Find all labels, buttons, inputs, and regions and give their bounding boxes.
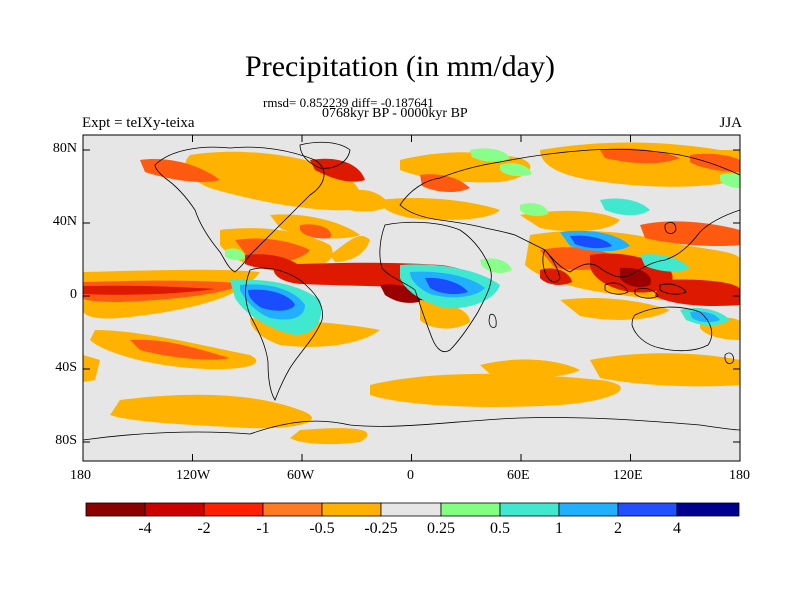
y-tick-label: 80N [52,141,77,156]
coastline-greenland [299,141,351,169]
field-patch [590,353,740,387]
field-patch [655,279,740,306]
x-tick-label: 120E [613,468,643,483]
field-patch [720,173,740,188]
field-patch [420,300,470,329]
coastline-japan [664,221,677,234]
coastline-madagascar [488,313,497,328]
field-patch [370,373,621,407]
coastline-south-america [245,267,323,401]
coastline-africa [379,221,492,353]
field-patch [480,258,512,273]
precip-anomaly-field [83,142,740,445]
colorbar-label: -2 [197,520,211,537]
field-patch [290,428,368,445]
colorbar-box-3 [262,502,323,517]
stats-text: rmsd= 0.852239 diff= -0.187641 [263,95,434,110]
field-patch [130,339,230,360]
field-patch [500,163,532,177]
field-patch [560,298,670,320]
field-patch [600,198,650,216]
colorbar-label: -1 [256,520,270,537]
colorbar-box-0 [85,502,146,517]
x-tick-label: 0 [407,468,414,483]
colorbar-box-5 [380,502,442,517]
x-tick-label: 60W [287,468,315,483]
field-patch [330,189,390,212]
coastline-new-zealand [724,352,734,365]
coastline-australia [631,306,713,352]
field-patch [480,359,580,378]
colorbar-label: 0.5 [490,520,510,537]
y-tick-label: 80S [55,433,77,448]
colorbar-label: -0.25 [364,520,398,537]
y-tick-label: 40N [52,214,77,229]
page-title: Precipitation (in mm/day) [245,50,555,83]
colorbar-label: -0.5 [309,520,335,537]
y-tick-marks [83,149,740,443]
field-patch [310,158,365,182]
field-patch [83,355,100,382]
x-tick-label: 180 [729,468,750,483]
coastline-indonesia [604,282,629,295]
field-patch [690,153,740,172]
field-patch [380,198,500,220]
field-patch [225,248,245,261]
field-patch [540,268,572,285]
x-tick-marks [82,135,741,461]
coastline-north-america [154,146,325,273]
colorbar-box-8 [558,502,619,517]
coastline-eurasia [399,148,740,278]
field-patch [570,235,612,249]
field-patch [520,210,620,232]
season-label: JJA [719,115,742,131]
field-patch [620,267,651,288]
field-patch [470,148,510,162]
coastline-indonesia [659,283,687,295]
field-patch [420,174,470,193]
experiment-label: Expt = teIXy-teixa [82,115,195,131]
colorbar [85,502,740,517]
colorbar-label: 4 [673,520,681,537]
field-patch [425,277,468,295]
field-patch [110,394,312,429]
colorbar-box-9 [617,502,678,517]
colorbar-label: 0.25 [427,520,455,537]
y-tick-label: 0 [70,287,77,302]
field-patch [540,142,740,187]
field-patch [83,285,215,295]
colorbar-box-4 [321,502,382,517]
field-patch [330,235,370,262]
coastline-indonesia [634,288,659,299]
colorbar-box-1 [144,502,205,517]
x-tick-label: 120W [176,468,211,483]
colorbar-label: -4 [138,520,152,537]
colorbar-box-7 [499,502,560,517]
field-patch [520,203,548,217]
x-tick-label: 180 [70,468,91,483]
colorbar-box-2 [203,502,264,517]
x-tick-label: 60E [507,468,530,483]
field-patch [640,254,690,272]
coastline-antarctica [83,417,740,441]
colorbar-label: 2 [614,520,622,537]
colorbar-box-6 [440,502,501,517]
y-tick-label: 40S [55,360,77,375]
field-patch [248,289,295,311]
period-text: 0768kyr BP - 0000kyr BP [322,106,468,121]
coastlines [83,141,740,441]
colorbar-label: 1 [555,520,563,537]
field-patch [380,284,425,303]
field-patch [300,224,331,239]
coastline-india [542,249,561,283]
colorbar-box-10 [676,502,740,517]
field-patch [140,159,220,183]
